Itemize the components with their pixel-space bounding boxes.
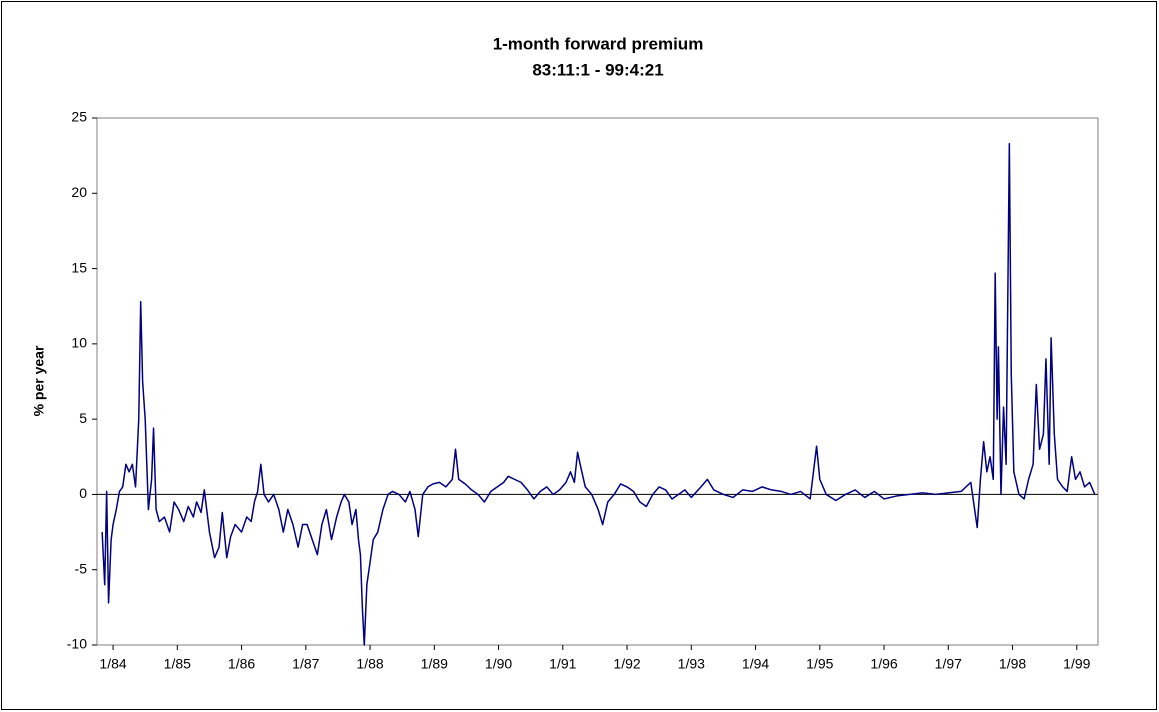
y-tick-label: 10: [71, 335, 87, 351]
y-axis-label: % per year: [31, 345, 47, 416]
x-tick-label: 1/90: [485, 656, 512, 672]
y-tick-label: 0: [79, 485, 87, 501]
x-tick-label: 1/89: [421, 656, 448, 672]
x-tick-label: 1/95: [806, 656, 833, 672]
y-tick-label: 15: [71, 259, 87, 275]
x-tick-label: 1/87: [292, 656, 319, 672]
y-tick-label: 20: [71, 184, 87, 200]
x-tick-label: 1/92: [613, 656, 640, 672]
x-tick-label: 1/88: [356, 656, 383, 672]
x-tick-label: 1/93: [678, 656, 705, 672]
x-tick-label: 1/91: [549, 656, 576, 672]
x-tick-label: 1/99: [1063, 656, 1090, 672]
chart-subtitle: 83:11:1 - 99:4:21: [532, 60, 663, 79]
x-tick-label: 1/84: [99, 656, 126, 672]
plot-frame: [96, 117, 1099, 646]
chart-title: 1-month forward premium: [493, 34, 704, 53]
x-tick-label: 1/97: [935, 656, 962, 672]
y-tick-label: 25: [71, 109, 87, 125]
y-tick-label: 5: [79, 410, 87, 426]
y-tick-label: -5: [75, 560, 88, 576]
x-tick-label: 1/98: [999, 656, 1026, 672]
series-line: [101, 142, 1096, 646]
x-tick-label: 1/96: [870, 656, 897, 672]
x-tick-label: 1/86: [228, 656, 255, 672]
x-tick-label: 1/85: [164, 656, 191, 672]
x-tick-label: 1/94: [742, 656, 769, 672]
y-tick-label: -10: [67, 636, 87, 652]
